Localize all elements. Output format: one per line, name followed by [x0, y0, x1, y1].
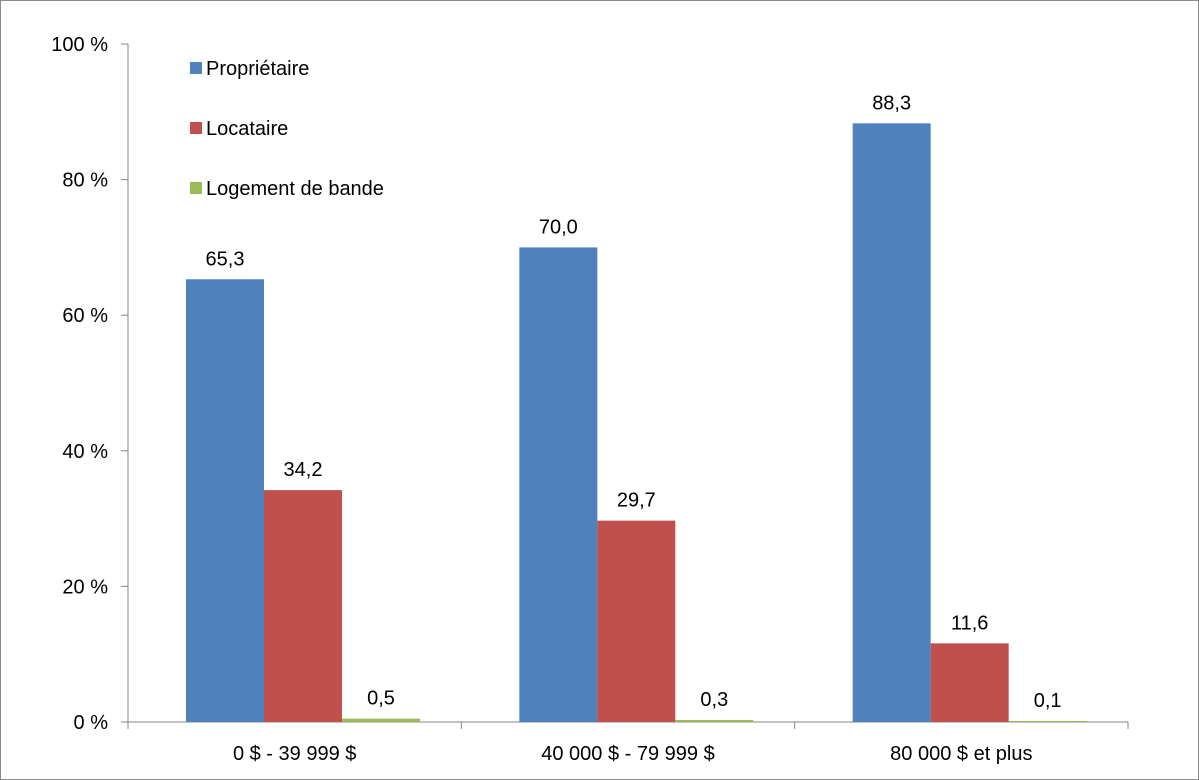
bar — [930, 643, 1009, 722]
bars — [186, 123, 1087, 723]
y-tick-label: 20 % — [62, 576, 108, 598]
legend: Propriétaire Locataire Logement de bande — [190, 58, 384, 200]
data-label: 65,3 — [206, 248, 245, 270]
data-label: 29,7 — [617, 490, 656, 512]
y-tick-label: 100 % — [51, 34, 108, 56]
bar — [264, 490, 342, 722]
bar — [1008, 721, 1087, 722]
bar — [186, 279, 264, 722]
y-tick-label: 80 % — [62, 170, 108, 192]
legend-swatch — [190, 122, 202, 134]
bar — [597, 520, 676, 722]
data-label: 70,0 — [539, 216, 578, 238]
data-label: 88,3 — [872, 92, 911, 114]
data-label: 0,3 — [700, 689, 728, 711]
y-tick-label: 0 % — [74, 712, 109, 734]
x-tick-label: 0 $ - 39 999 $ — [233, 743, 356, 765]
x-tick-label: 80 000 $ et plus — [890, 743, 1032, 765]
y-tick-label: 60 % — [62, 305, 108, 327]
bar — [675, 719, 754, 722]
data-label: 34,2 — [284, 459, 323, 481]
bar — [852, 123, 931, 723]
legend-label: Logement de bande — [206, 178, 384, 200]
axes: 0 % 20 % 40 % 60 % 80 % 100 % 0 $ - 39 999 $ 40… — [51, 34, 1129, 765]
x-tick-label: 40 000 $ - 79 999 $ — [541, 743, 714, 765]
data-label: 11,6 — [951, 612, 988, 634]
legend-swatch — [190, 62, 202, 74]
legend-label: Locataire — [206, 118, 288, 140]
data-label: 0,1 — [1034, 690, 1062, 712]
bar — [519, 247, 598, 722]
legend-label: Propriétaire — [206, 58, 309, 80]
data-labels: 65,3 70,0 88,3 34,2 29,7 11,6 0,5 0,3 0,1 — [206, 92, 1062, 712]
y-tick-label: 40 % — [62, 441, 108, 463]
legend-swatch — [190, 182, 202, 194]
bar — [342, 718, 420, 722]
data-label: 0,5 — [367, 688, 395, 710]
